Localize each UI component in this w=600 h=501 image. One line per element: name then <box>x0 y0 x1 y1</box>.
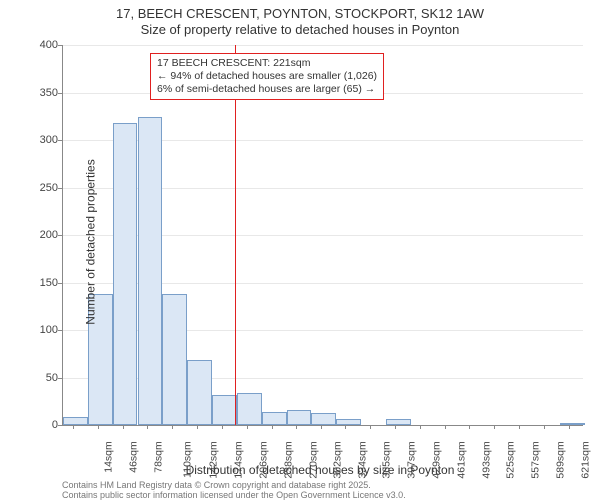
x-tick-label: 46sqm <box>127 441 139 473</box>
x-tick-mark <box>73 425 74 429</box>
title-line-1: 17, BEECH CRESCENT, POYNTON, STOCKPORT, … <box>0 6 600 22</box>
x-tick-mark <box>296 425 297 429</box>
footer-attribution: Contains HM Land Registry data © Crown c… <box>62 480 406 501</box>
histogram-bar <box>287 410 312 425</box>
x-tick-label: 429sqm <box>430 441 442 478</box>
x-tick-mark <box>469 425 470 429</box>
histogram-bar <box>187 360 212 425</box>
x-tick-mark <box>247 425 248 429</box>
y-tick-mark <box>58 93 62 94</box>
x-tick-mark <box>519 425 520 429</box>
y-tick-mark <box>58 283 62 284</box>
y-tick-mark <box>58 378 62 379</box>
x-tick-mark <box>172 425 173 429</box>
y-tick-mark <box>58 45 62 46</box>
footer-line-2: Contains public sector information licen… <box>62 490 406 500</box>
x-tick-label: 525sqm <box>505 441 517 478</box>
x-tick-mark <box>123 425 124 429</box>
x-tick-label: 557sqm <box>530 441 542 478</box>
x-tick-label: 461sqm <box>455 441 467 478</box>
x-tick-label: 78sqm <box>152 441 164 473</box>
y-tick-label: 50 <box>18 372 58 384</box>
x-tick-mark <box>222 425 223 429</box>
annotation-line-3: 6% of semi-detached houses are larger (6… <box>157 83 377 96</box>
x-tick-mark <box>569 425 570 429</box>
y-tick-label: 300 <box>18 134 58 146</box>
annotation-line-2: ← 94% of detached houses are smaller (1,… <box>157 70 377 83</box>
histogram-bar <box>138 117 163 425</box>
histogram-bar <box>113 123 138 425</box>
histogram-bar <box>262 412 287 425</box>
x-tick-mark <box>420 425 421 429</box>
x-tick-label: 365sqm <box>381 441 393 478</box>
y-tick-mark <box>58 235 62 236</box>
x-tick-label: 14sqm <box>102 441 114 473</box>
x-tick-mark <box>370 425 371 429</box>
histogram-bar <box>212 395 237 425</box>
histogram-bar <box>162 294 187 425</box>
histogram-bar <box>63 417 88 425</box>
x-tick-mark <box>147 425 148 429</box>
x-tick-mark <box>445 425 446 429</box>
y-tick-mark <box>58 188 62 189</box>
histogram-bar <box>560 423 585 425</box>
x-tick-mark <box>494 425 495 429</box>
gridline-h <box>63 45 583 46</box>
y-tick-mark <box>58 425 62 426</box>
annotation-line-1: 17 BEECH CRESCENT: 221sqm <box>157 57 377 70</box>
y-tick-label: 250 <box>18 182 58 194</box>
histogram-bar <box>237 393 262 425</box>
y-tick-label: 400 <box>18 39 58 51</box>
x-tick-mark <box>544 425 545 429</box>
y-tick-mark <box>58 140 62 141</box>
x-tick-label: 110sqm <box>182 441 194 478</box>
reference-vline <box>235 45 236 425</box>
histogram-bar <box>386 419 411 425</box>
x-tick-mark <box>321 425 322 429</box>
y-tick-label: 100 <box>18 324 58 336</box>
x-tick-label: 238sqm <box>282 441 294 478</box>
x-tick-label: 302sqm <box>332 441 344 478</box>
x-tick-label: 621sqm <box>579 441 591 478</box>
y-tick-label: 350 <box>18 87 58 99</box>
x-tick-label: 397sqm <box>405 441 417 478</box>
title-line-2: Size of property relative to detached ho… <box>0 22 600 38</box>
y-tick-label: 0 <box>18 419 58 431</box>
chart-title: 17, BEECH CRESCENT, POYNTON, STOCKPORT, … <box>0 6 600 39</box>
y-axis-label: Number of detached properties <box>84 159 98 324</box>
x-tick-label: 270sqm <box>307 441 319 478</box>
x-tick-mark <box>345 425 346 429</box>
x-tick-label: 334sqm <box>357 441 369 478</box>
footer-line-1: Contains HM Land Registry data © Crown c… <box>62 480 406 490</box>
x-tick-label: 206sqm <box>257 441 269 478</box>
histogram-bar <box>311 413 336 425</box>
chart-container: 17, BEECH CRESCENT, POYNTON, STOCKPORT, … <box>0 0 600 500</box>
x-tick-mark <box>197 425 198 429</box>
y-tick-label: 150 <box>18 277 58 289</box>
histogram-bar <box>336 419 361 425</box>
x-tick-label: 142sqm <box>208 441 220 478</box>
x-tick-label: 493sqm <box>480 441 492 478</box>
annotation-box: 17 BEECH CRESCENT: 221sqm ← 94% of detac… <box>150 53 384 100</box>
plot-area <box>62 45 583 426</box>
x-tick-mark <box>98 425 99 429</box>
y-tick-mark <box>58 330 62 331</box>
y-tick-label: 200 <box>18 229 58 241</box>
x-tick-mark <box>395 425 396 429</box>
x-tick-label: 589sqm <box>554 441 566 478</box>
x-tick-label: 174sqm <box>232 441 244 478</box>
x-tick-mark <box>272 425 273 429</box>
